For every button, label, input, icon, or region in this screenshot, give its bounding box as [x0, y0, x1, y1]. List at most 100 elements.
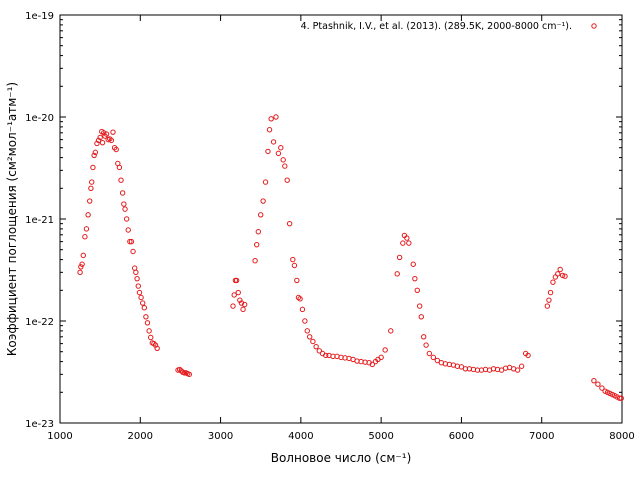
data-point	[544, 303, 551, 309]
data-point	[119, 190, 126, 196]
data-point	[302, 318, 308, 324]
data-point	[316, 348, 323, 354]
data-point	[290, 256, 296, 263]
data-point	[110, 129, 116, 135]
data-point	[423, 342, 429, 348]
data-point	[133, 269, 139, 276]
data-point	[122, 206, 128, 212]
data-point	[262, 179, 269, 185]
data-point	[282, 163, 288, 169]
data-point	[80, 252, 86, 259]
data-point	[616, 395, 623, 401]
data-point	[410, 261, 416, 267]
data-point	[233, 277, 240, 284]
axis-ticks	[59, 14, 623, 424]
data-point	[154, 345, 160, 351]
data-point	[518, 363, 525, 369]
data-point	[123, 216, 130, 222]
data-point	[97, 134, 103, 141]
data-point	[144, 320, 151, 326]
data-point	[231, 292, 237, 298]
data-point	[266, 127, 273, 133]
data-point	[618, 395, 624, 401]
x-tick-label: 5000	[368, 431, 393, 442]
data-point	[260, 198, 266, 204]
data-point	[79, 261, 85, 267]
y-axis-label: Коэффициент поглощения (см²мол⁻¹атм⁻¹)	[5, 82, 19, 356]
plot-frame	[59, 14, 623, 424]
data-point	[130, 248, 136, 255]
legend-marker	[591, 23, 597, 29]
x-tick-label: 3000	[208, 431, 233, 442]
data-point	[143, 314, 149, 320]
data-point	[550, 279, 556, 285]
data-point	[254, 241, 260, 248]
data-point	[89, 179, 95, 185]
data-point	[141, 305, 148, 311]
data-point	[91, 152, 97, 159]
x-tick-label: 4000	[288, 431, 313, 442]
x-tick-label: 2000	[128, 431, 153, 442]
data-point	[275, 150, 282, 157]
data-point	[90, 164, 96, 171]
data-point	[404, 235, 410, 241]
data-point	[306, 334, 313, 340]
data-point	[83, 226, 90, 232]
data-point	[108, 137, 115, 144]
data-point	[146, 328, 152, 334]
data-point	[388, 328, 394, 334]
data-point	[434, 357, 441, 364]
data-point	[547, 289, 554, 296]
data-point	[121, 201, 127, 207]
data-point	[241, 301, 248, 308]
data-point	[101, 130, 107, 136]
data-point	[148, 334, 154, 341]
data-point	[418, 314, 424, 320]
data-point	[286, 220, 293, 227]
y-tick-label: 1e-22	[25, 317, 54, 328]
data-point	[323, 352, 329, 359]
data-points	[77, 114, 624, 401]
data-point	[297, 296, 303, 302]
data-point	[135, 283, 141, 289]
data-point	[127, 238, 133, 245]
data-point	[118, 177, 124, 183]
data-point	[186, 371, 192, 378]
data-point	[268, 116, 274, 122]
data-point	[420, 334, 427, 340]
legend-label: 4. Ptashnik, I.V., et al. (2013). (289.5…	[301, 21, 572, 32]
data-point	[284, 177, 290, 183]
data-point	[291, 262, 298, 269]
data-point	[369, 361, 376, 368]
y-tick-label: 1e-21	[25, 215, 54, 226]
data-point	[280, 157, 286, 163]
data-point	[294, 277, 300, 284]
data-point	[416, 303, 423, 309]
data-point	[412, 275, 418, 282]
data-point	[134, 275, 140, 282]
data-point	[128, 238, 135, 245]
data-point	[310, 338, 316, 345]
legend: 4. Ptashnik, I.V., et al. (2013). (289.5…	[301, 21, 597, 32]
x-tick-label: 8000	[609, 431, 634, 442]
data-point	[557, 266, 563, 273]
data-point	[78, 264, 84, 270]
data-point	[88, 185, 94, 191]
data-point	[378, 354, 384, 361]
y-tick-label: 1e-19	[25, 11, 54, 22]
data-point	[131, 265, 138, 271]
data-point	[95, 137, 102, 144]
x-tick-label: 7000	[529, 431, 554, 442]
data-point	[599, 385, 605, 391]
data-point	[252, 258, 258, 264]
data-point	[555, 271, 561, 277]
data-point	[103, 131, 110, 137]
data-point	[382, 347, 388, 353]
data-point	[270, 139, 277, 145]
data-point	[181, 370, 188, 376]
data-point	[136, 289, 143, 296]
axis-tick-labels: 1000 2000 3000 4000 5000 6000 7000 8000 1e-23 1e-…	[25, 11, 635, 442]
x-tick-label: 1000	[47, 431, 72, 442]
data-point	[562, 273, 568, 279]
data-point	[235, 289, 241, 296]
